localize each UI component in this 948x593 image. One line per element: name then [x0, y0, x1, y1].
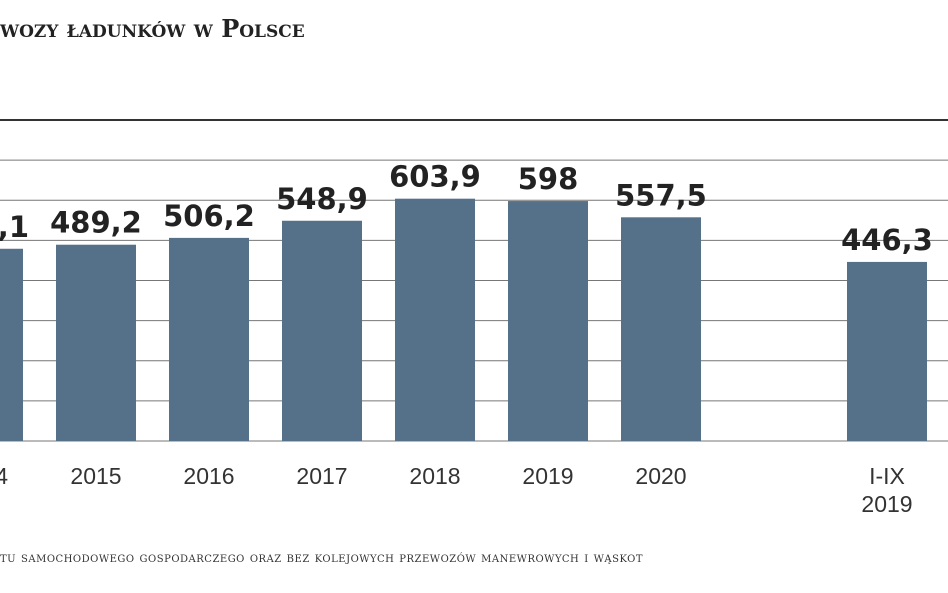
x-tick-label: 2018	[409, 463, 461, 489]
x-tick-label: 2019	[522, 463, 574, 489]
bar	[847, 261, 927, 441]
bar	[395, 198, 475, 441]
bar	[0, 248, 23, 441]
value-label: 603,9	[389, 160, 481, 194]
x-tick-label: 2015	[70, 463, 122, 489]
bar	[621, 217, 701, 441]
chart-title: wozy ładunków w Polsce	[0, 14, 305, 43]
x-tick-label: 2016	[183, 463, 235, 489]
x-tick-label: 2020	[635, 463, 687, 489]
bar	[282, 220, 362, 441]
x-tick-label: I-IX 2019	[861, 463, 913, 517]
bar	[508, 201, 588, 441]
x-tick-label: 2017	[296, 463, 348, 489]
value-label: 489,2	[50, 206, 142, 240]
footnote: tu samochodowego gospodarczego oraz bez …	[0, 550, 644, 566]
value-label: 506,2	[163, 199, 255, 233]
x-tick-label: 4	[0, 463, 8, 489]
bar	[56, 244, 136, 441]
value-label: 446,3	[841, 223, 933, 257]
value-label: ,1	[0, 210, 29, 244]
value-label: 598	[518, 162, 579, 196]
value-label: 548,9	[276, 182, 368, 216]
value-label: 557,5	[615, 178, 707, 212]
bar	[169, 237, 249, 441]
